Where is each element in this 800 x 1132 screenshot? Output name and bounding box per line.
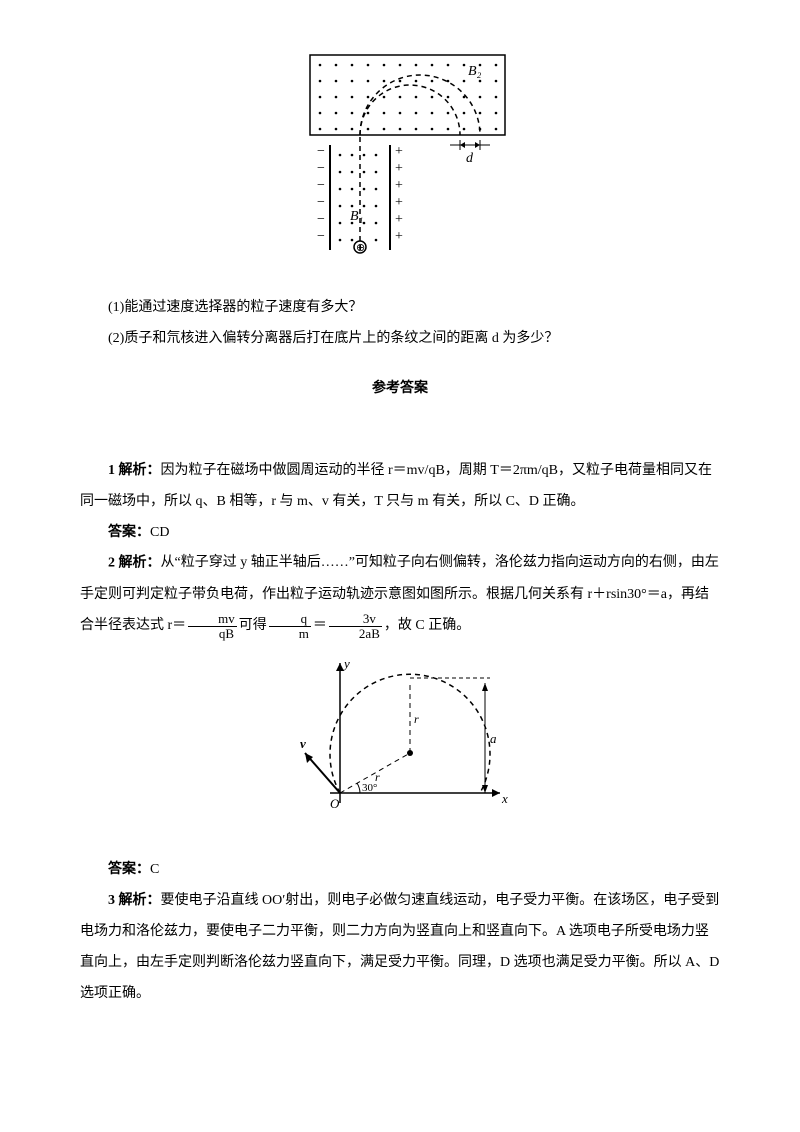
figure-2: O y x v r 30° r a (80, 653, 720, 836)
o-label: O (330, 796, 340, 811)
question-1: (1)能通过速度选择器的粒子速度有多大？ (80, 293, 720, 324)
solution-1: 1 解析：因为粒子在磁场中做圆周运动的半径 r＝mv/qB，周期 T＝2πm/q… (80, 456, 720, 518)
svg-text:+: + (395, 229, 403, 244)
question-2: (2)质子和氘核进入偏转分离器后打在底片上的条纹之间的距离 d 为多少？ (80, 324, 720, 355)
svg-text:−: − (317, 144, 325, 159)
y-label: y (342, 656, 350, 671)
svg-text:+: + (395, 195, 403, 210)
solution-3: 3 解析：要使电子沿直线 OO′射出，则电子必做匀速直线运动，电子受力平衡。在该… (80, 886, 720, 1009)
frac-3v-2ab: 3v2aB (329, 612, 382, 642)
ans2-label: 答案： (108, 862, 150, 877)
a-label: a (490, 731, 497, 746)
sol2-label: 2 解析： (108, 556, 161, 571)
ans1-label: 答案： (108, 525, 150, 540)
svg-text:−: − (317, 178, 325, 193)
ans2-value: C (150, 862, 159, 877)
v-label: v (300, 736, 306, 751)
x-label: x (501, 791, 508, 806)
sol3-label: 3 解析： (108, 893, 161, 908)
svg-text:+: + (395, 161, 403, 176)
frac-mv-qb: mvqB (188, 612, 237, 642)
trajectory-diagram: O y x v r 30° r a (280, 653, 520, 823)
svg-text:+: + (395, 178, 403, 193)
answer-2: 答案：C (80, 855, 720, 886)
svg-text:+: + (395, 212, 403, 227)
svg-text:−: − (317, 212, 325, 227)
svg-text:−: − (317, 195, 325, 210)
sol1-text: 因为粒子在磁场中做圆周运动的半径 r＝mv/qB，周期 T＝2πm/qB，又粒子… (80, 463, 712, 509)
svg-text:−: − (317, 161, 325, 176)
mass-spectrometer-diagram: B₂ d − − − − − − + + + + + + (290, 50, 510, 260)
figure-1: B₂ d − − − − − − + + + + + + (80, 50, 720, 273)
sol2-text-c: ，故 C 正确。 (384, 618, 470, 633)
answers-heading: 参考答案 (80, 374, 720, 405)
answer-1: 答案：CD (80, 518, 720, 549)
sol2-text-b: 可得 (239, 618, 267, 633)
b2-label: B₂ (468, 64, 482, 79)
ans1-value: CD (150, 525, 169, 540)
svg-text:+: + (395, 144, 403, 159)
r-label-2: r (414, 712, 419, 726)
sol3-text: 要使电子沿直线 OO′射出，则电子必做匀速直线运动，电子受力平衡。在该场区，电子… (80, 893, 719, 1000)
frac-q-m: qm (269, 612, 311, 642)
d-label: d (466, 151, 474, 166)
b1-label: B₁ (350, 209, 363, 224)
svg-text:−: − (317, 229, 325, 244)
solution-2: 2 解析：从“粒子穿过 y 轴正半轴后……”可知粒子向右侧偏转，洛伦兹力指向运动… (80, 548, 720, 642)
svg-text:⊕: ⊕ (356, 242, 365, 254)
angle-label: 30° (362, 782, 377, 794)
sol1-label: 1 解析： (108, 463, 161, 478)
